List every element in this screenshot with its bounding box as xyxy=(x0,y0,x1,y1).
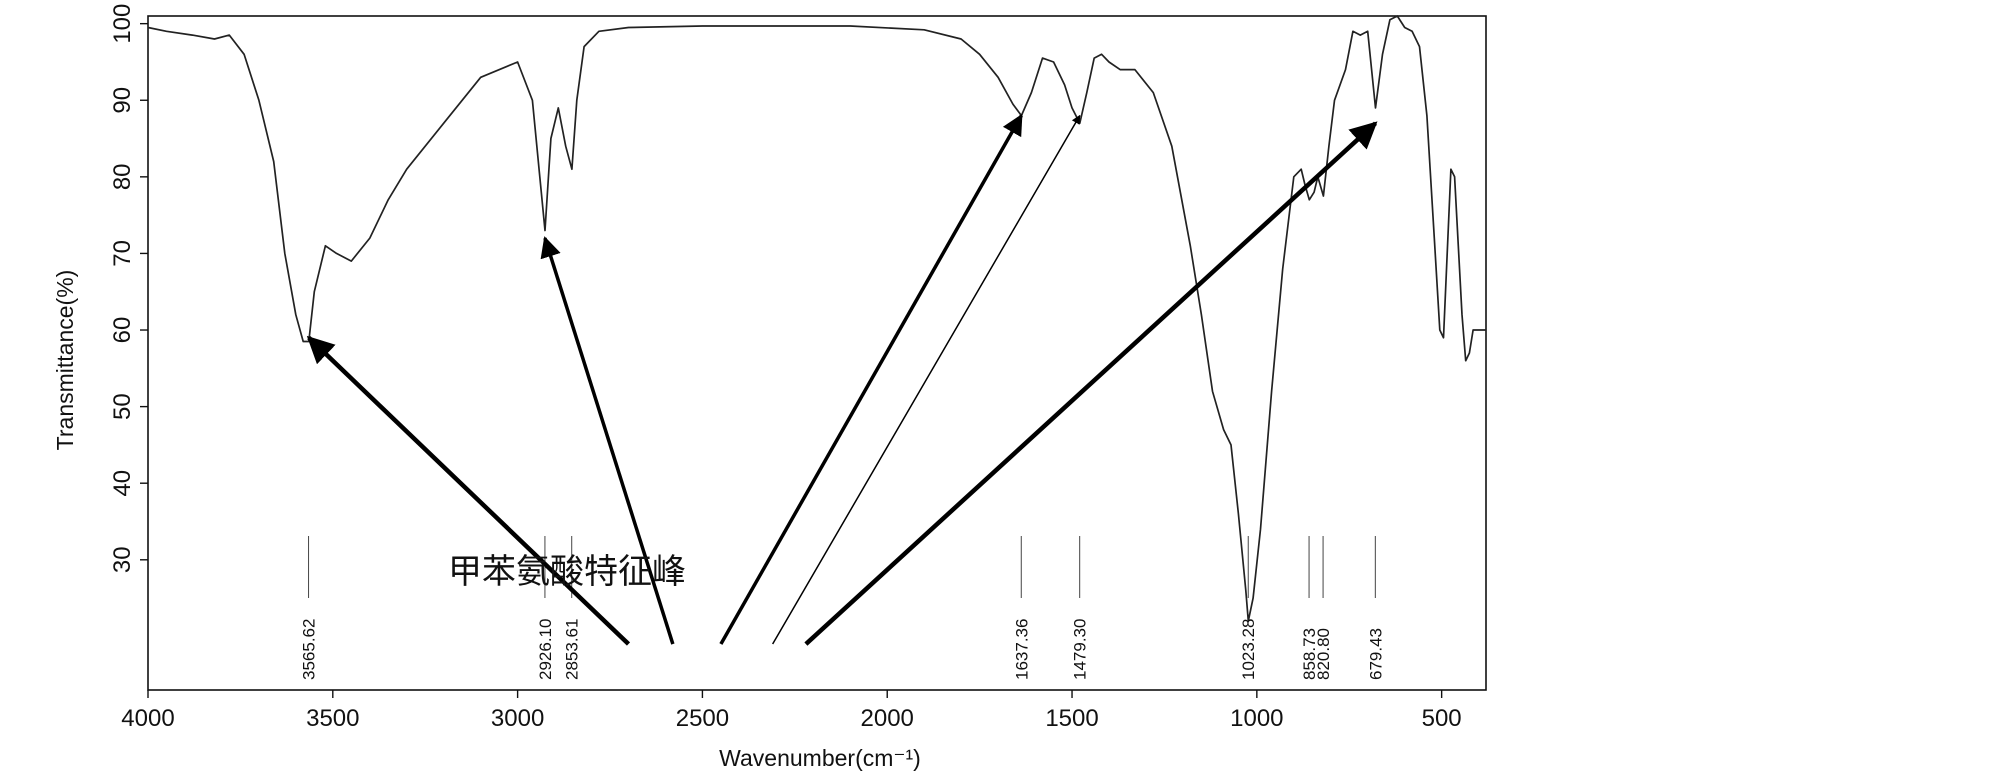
y-tick-label: 50 xyxy=(109,393,136,420)
peak-label: 858.73 xyxy=(1300,628,1319,680)
y-tick-label: 60 xyxy=(109,317,136,344)
annotation-arrow xyxy=(306,335,631,646)
annotation-arrow xyxy=(804,121,1378,646)
peak-label: 1479.30 xyxy=(1071,619,1090,680)
y-tick-label: 90 xyxy=(109,87,136,114)
x-tick-label: 4000 xyxy=(121,705,174,732)
peak-label: 3565.62 xyxy=(300,619,319,680)
annotation-arrow xyxy=(771,114,1081,645)
plot-frame xyxy=(147,15,1487,691)
y-tick-label: 70 xyxy=(109,240,136,267)
peak-label: 2926.10 xyxy=(536,619,555,680)
plot-border xyxy=(147,15,1487,691)
x-axis: 4000 3500 3000 2500 2000 1500 1000 500 xyxy=(121,690,1462,732)
spectrum-series xyxy=(147,15,1486,622)
x-tick-label: 500 xyxy=(1422,705,1462,732)
annotation-arrows xyxy=(306,113,1378,646)
peak-label: 820.80 xyxy=(1314,628,1333,680)
peak-label: 679.43 xyxy=(1366,628,1385,680)
x-tick-label: 1500 xyxy=(1045,705,1098,732)
peak-label: 1023.28 xyxy=(1239,619,1258,680)
x-tick-label: 1000 xyxy=(1230,705,1283,732)
x-axis-title: Wavenumber(cm⁻¹) xyxy=(719,745,921,771)
y-axis: 30 40 50 60 70 80 90 100 xyxy=(109,4,148,573)
peak-label: 2853.61 xyxy=(563,619,582,680)
x-tick-label: 2000 xyxy=(861,705,914,732)
y-tick-label: 30 xyxy=(109,546,136,573)
annotation-label: 甲苯氨酸特征峰 xyxy=(448,552,686,592)
peak-markers: 3565.62 2926.10 2853.61 1637.36 1479.30 1023.… xyxy=(300,536,1385,680)
y-tick-label: 80 xyxy=(109,163,136,190)
y-tick-label: 100 xyxy=(109,4,136,44)
x-tick-label: 3500 xyxy=(306,705,359,732)
peak-label: 1637.36 xyxy=(1012,619,1031,680)
annotation-arrow xyxy=(719,113,1023,645)
y-axis-title: Transmittance(%) xyxy=(52,270,78,451)
x-tick-label: 2500 xyxy=(676,705,729,732)
y-tick-label: 40 xyxy=(109,470,136,497)
spectrum-line xyxy=(147,15,1486,622)
x-tick-label: 3000 xyxy=(491,705,544,732)
annotation-arrow xyxy=(540,236,675,645)
